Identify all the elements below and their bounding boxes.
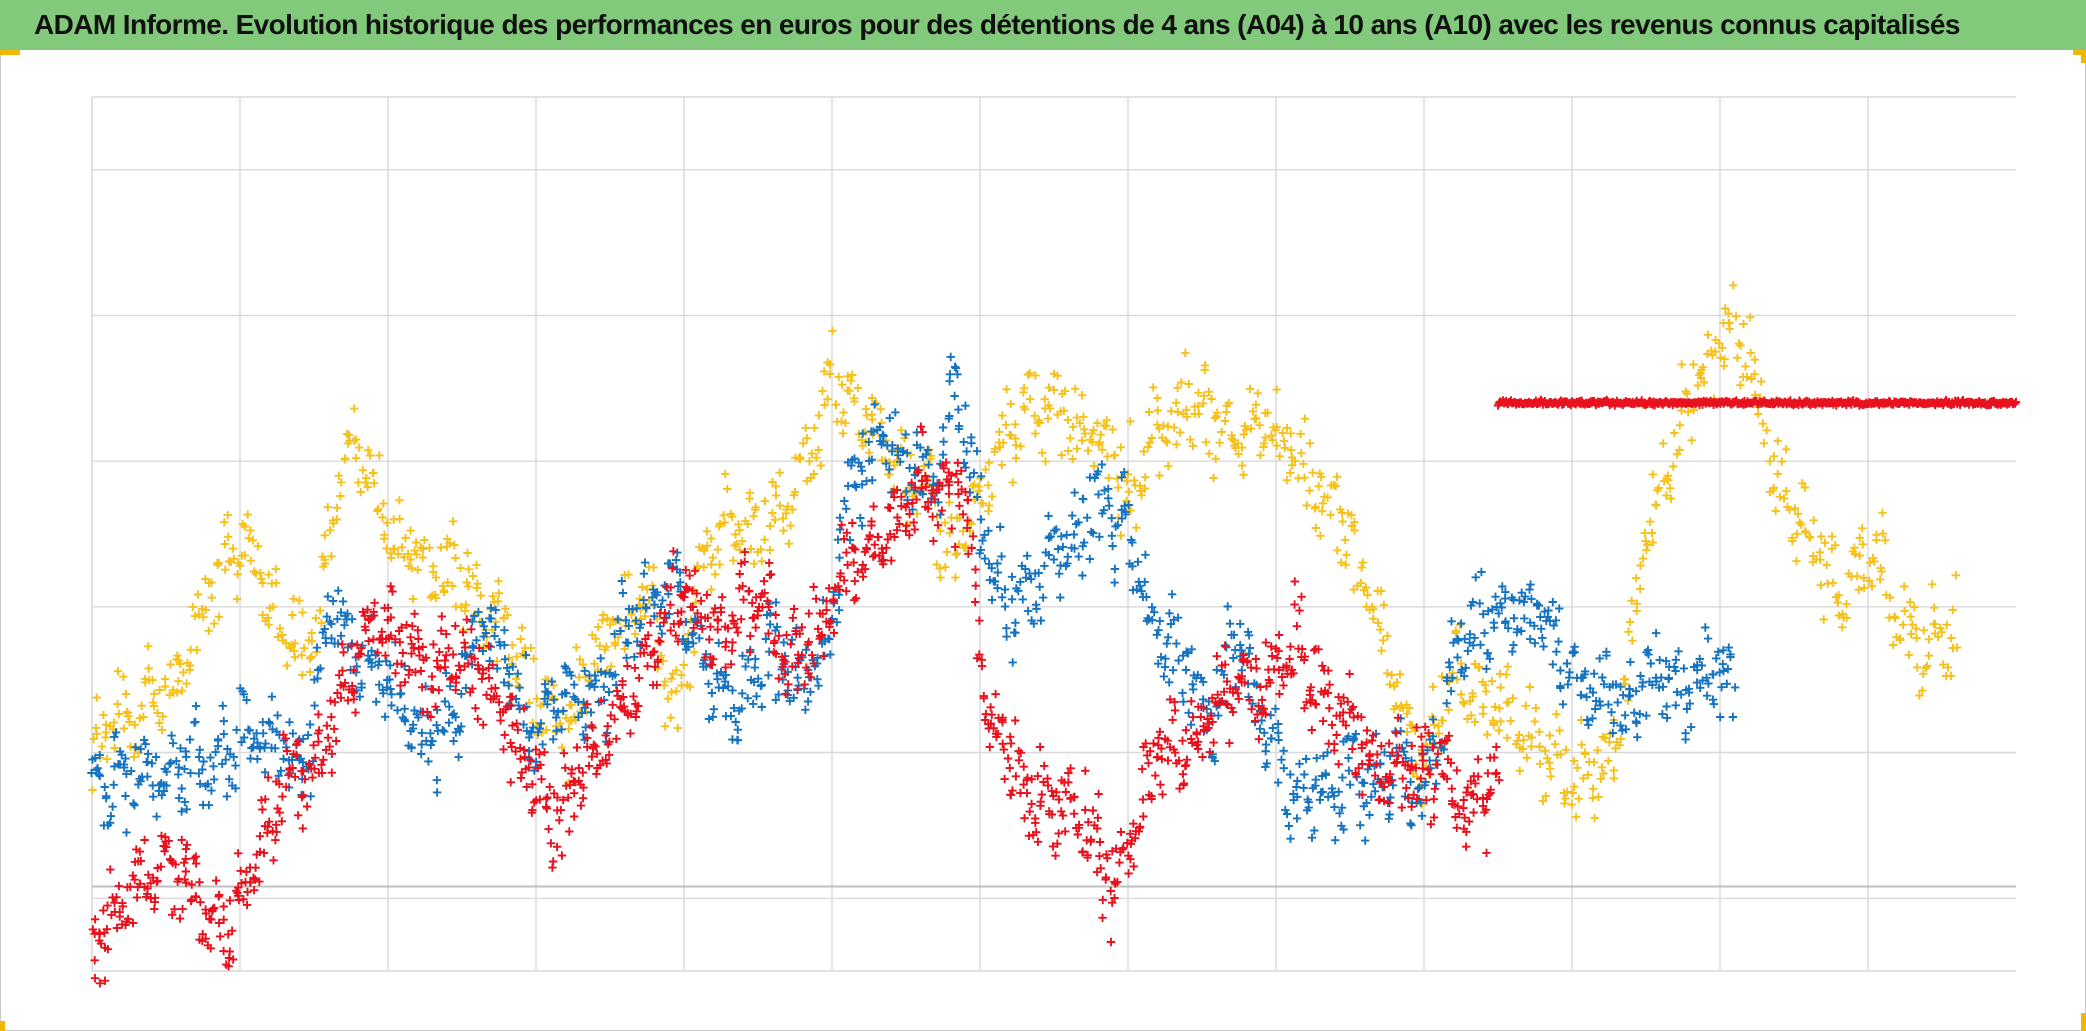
corner-accent-bottom-left	[0, 1021, 13, 1031]
series-2	[88, 422, 1504, 988]
corner-accent-top-left	[0, 50, 20, 73]
chart-title: ADAM Informe. Evolution historique des p…	[34, 9, 1960, 40]
title-bar: ADAM Informe. Evolution historique des p…	[0, 0, 2086, 50]
series-1-markers	[87, 352, 1740, 845]
series-3	[1493, 395, 2021, 410]
series-3-markers	[1493, 395, 2021, 410]
series-2-markers	[88, 422, 1504, 988]
series-0	[88, 281, 1962, 823]
corner-accent-top-right	[2073, 50, 2086, 63]
series-layer	[87, 281, 2021, 988]
series-0-markers	[88, 281, 1962, 823]
corner-accent-bottom-right	[2073, 1013, 2086, 1031]
grid	[91, 96, 2016, 972]
series-1	[87, 352, 1740, 845]
